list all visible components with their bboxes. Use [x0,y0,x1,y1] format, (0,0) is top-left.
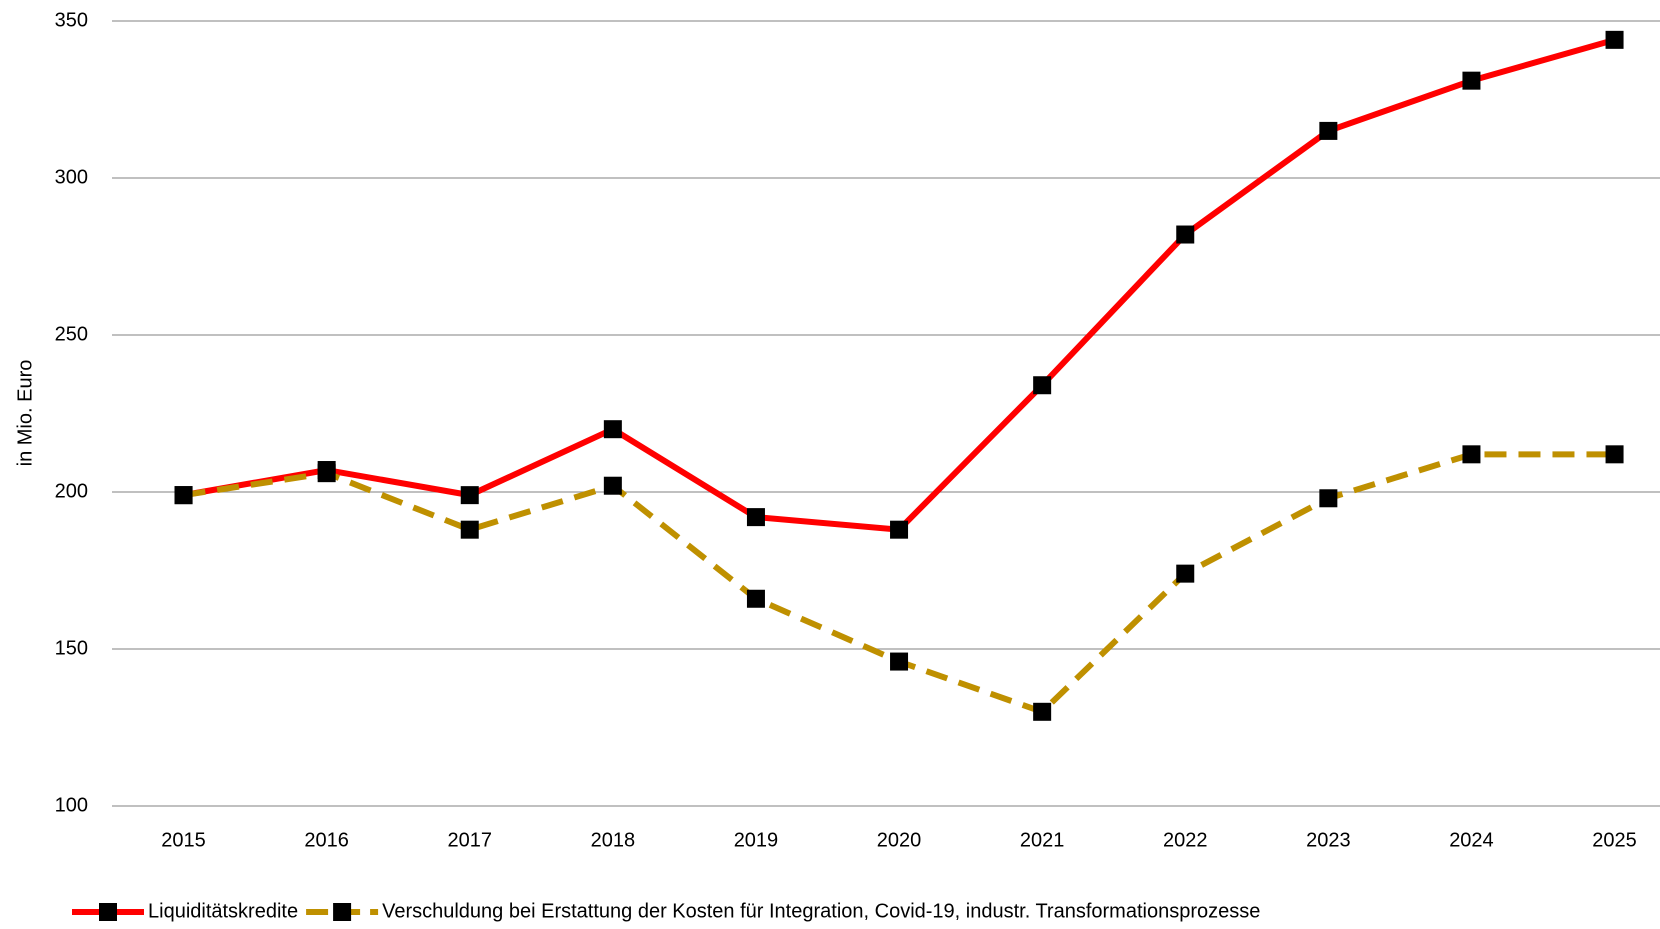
marker [1606,31,1624,49]
marker [461,521,479,539]
y-axis-label: in Mio. Euro [14,360,36,467]
marker [604,420,622,438]
y-tick-label: 150 [55,637,88,659]
x-tick-label: 2019 [734,829,779,851]
marker [1176,226,1194,244]
marker [1606,445,1624,463]
x-tick-label: 2020 [877,829,922,851]
x-tick-label: 2015 [161,829,206,851]
marker [1033,703,1051,721]
y-tick-label: 100 [55,794,88,816]
marker [461,486,479,504]
x-tick-label: 2024 [1449,829,1494,851]
x-tick-label: 2017 [448,829,493,851]
y-tick-label: 300 [55,166,88,188]
marker [1033,376,1051,394]
marker [890,521,908,539]
x-tick-label: 2023 [1306,829,1351,851]
marker [747,508,765,526]
marker [1319,489,1337,507]
legend-marker [333,903,351,921]
legend-label: Verschuldung bei Erstattung der Kosten f… [382,900,1260,922]
chart: in Mio. Euro 100 150 200 250 300 350 2015 2016 2… [0,0,1660,929]
y-tick-label: 200 [55,480,88,502]
x-tick-label: 2021 [1020,829,1065,851]
x-tick-label: 2025 [1592,829,1637,851]
series-line [184,40,1615,530]
x-tick-label: 2022 [1163,829,1208,851]
marker [890,653,908,671]
marker [1462,445,1480,463]
marker [1462,72,1480,90]
x-tick-label: 2016 [304,829,349,851]
marker [747,590,765,608]
marker [175,486,193,504]
marker [318,464,336,482]
marker [1319,122,1337,140]
legend-marker [99,903,117,921]
y-tick-label: 250 [55,323,88,345]
legend-label: Liquiditätskredite [148,900,298,922]
series-line [184,454,1615,711]
marker [604,477,622,495]
x-tick-label: 2018 [591,829,636,851]
marker [1176,565,1194,583]
y-tick-label: 350 [55,9,88,31]
